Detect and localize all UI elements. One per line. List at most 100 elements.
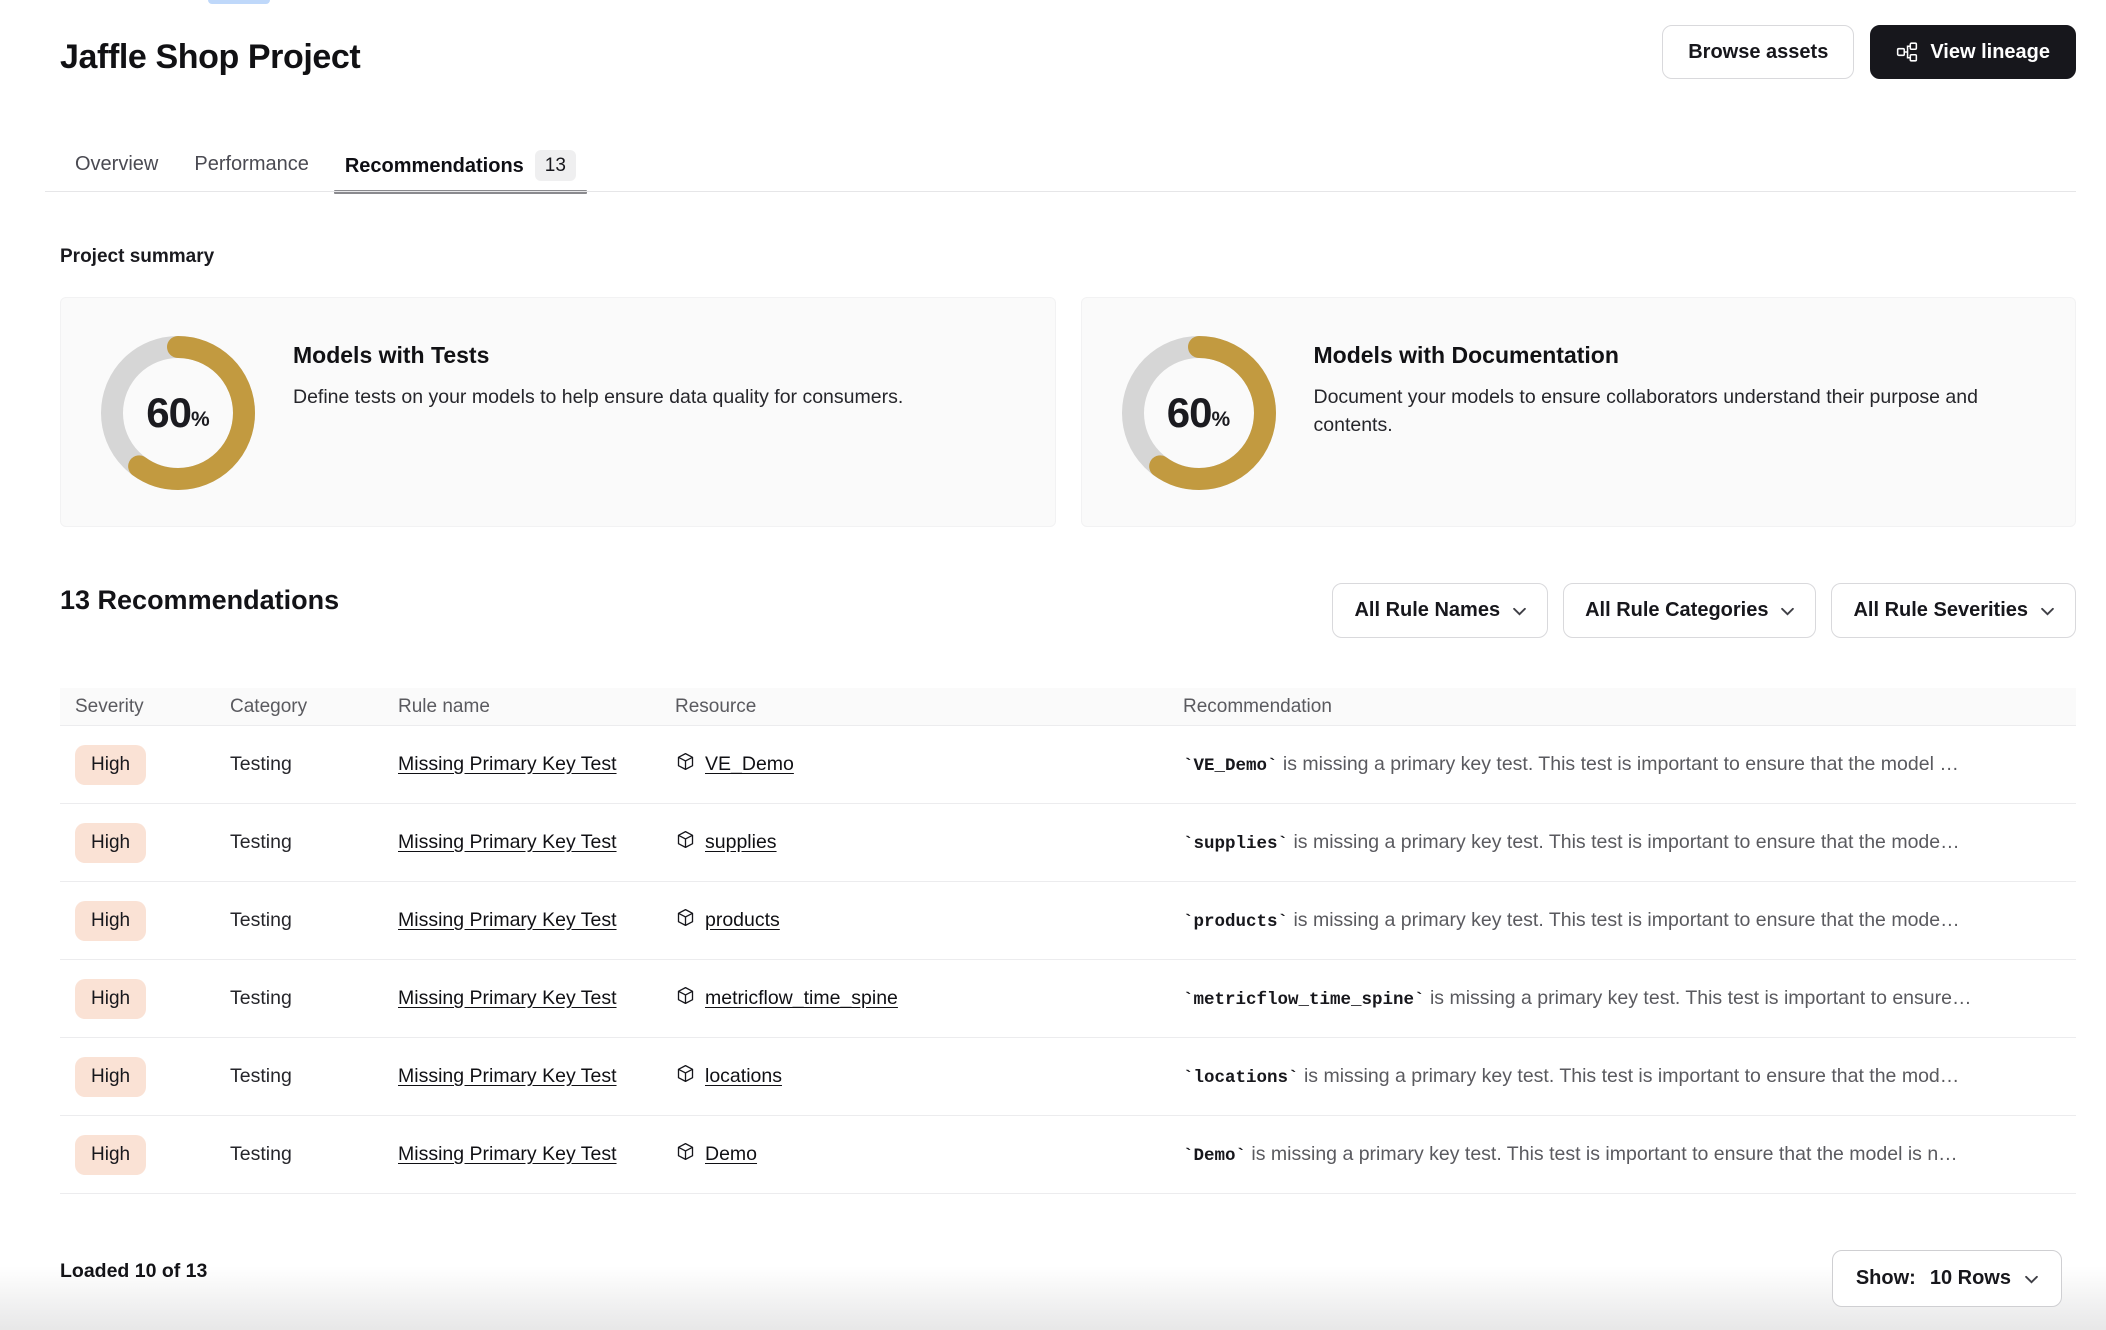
filter-rule-names-label: All Rule Names: [1354, 599, 1501, 621]
recommendation-text: is missing a primary key test. This test…: [1424, 987, 1972, 1009]
header-actions: Browse assets View lineage: [1662, 25, 2076, 79]
donut-percent-sign: %: [1211, 408, 1231, 431]
filter-rule-severities[interactable]: All Rule Severities: [1831, 583, 2076, 638]
model-cube-icon: [675, 1141, 696, 1168]
recommendation-code: `VE_Demo`: [1183, 756, 1278, 776]
recommendations-heading: 13 Recommendations: [60, 585, 340, 615]
recommendation-code: `products`: [1183, 912, 1289, 932]
column-severity: Severity: [75, 695, 144, 717]
severity-badge: High: [75, 900, 147, 941]
chevron-down-icon: [1513, 599, 1526, 622]
chevron-down-icon: [1781, 599, 1795, 622]
rule-name-link[interactable]: Missing Primary Key Test: [398, 831, 617, 853]
model-cube-icon: [675, 1063, 696, 1090]
recommendation-text: is missing a primary key test. This test…: [1288, 831, 1960, 853]
table-header: Severity Category Rule name Resource Rec…: [60, 688, 2076, 726]
chevron-down-icon: [2025, 1267, 2038, 1290]
rule-name-link[interactable]: Missing Primary Key Test: [398, 987, 617, 1009]
recommendation-code: `locations`: [1183, 1068, 1299, 1088]
recommendation-cell: `products` is missing a primary key test…: [1168, 909, 2076, 932]
donut-arc: [101, 336, 255, 490]
recommendation-cell: `Demo` is missing a primary key test. Th…: [1168, 1143, 2076, 1166]
project-summary-label: Project summary: [60, 246, 215, 267]
show-rows-label: Show:: [1855, 1267, 1916, 1289]
donut-value: 60 %: [101, 336, 255, 490]
rule-name-link[interactable]: Missing Primary Key Test: [398, 909, 617, 931]
category-cell: Testing: [230, 909, 292, 931]
resource-link[interactable]: VE_Demo: [705, 753, 794, 775]
donut-percent-sign: %: [191, 408, 210, 431]
page-title: Jaffle Shop Project: [60, 38, 361, 76]
tab-performance[interactable]: Performance: [194, 153, 309, 175]
resource-link[interactable]: supplies: [705, 831, 777, 853]
recommendation-text: is missing a primary key test. This test…: [1298, 1065, 1960, 1087]
recommendation-code: `Demo`: [1183, 1146, 1247, 1166]
recommendation-cell: `VE_Demo` is missing a primary key test.…: [1168, 753, 2076, 776]
category-cell: Testing: [230, 1143, 292, 1165]
column-recommendation: Recommendation: [1183, 695, 1332, 717]
resource-link[interactable]: Demo: [705, 1143, 758, 1165]
column-rule-name: Rule name: [398, 695, 490, 717]
show-rows-value: 10 Rows: [1929, 1267, 2011, 1289]
summary-cards: 60 % Models with Tests Define tests on y…: [60, 297, 2076, 527]
tabs-divider: [45, 191, 2076, 192]
table-row: High Testing Missing Primary Key Test VE…: [60, 726, 2076, 804]
card-description: Document your models to ensure collabora…: [1313, 386, 1978, 436]
column-category: Category: [230, 695, 308, 717]
donut-value: 60 %: [1122, 336, 1276, 490]
recommendation-text: is missing a primary key test. This test…: [1277, 753, 1959, 775]
lineage-icon: [1896, 41, 1918, 63]
category-cell: Testing: [230, 831, 292, 853]
page-header: Jaffle Shop Project Browse assets View l…: [60, 25, 2076, 79]
severity-badge: High: [75, 822, 147, 863]
show-rows-dropdown[interactable]: Show: 10 Rows: [1831, 1250, 2062, 1307]
recommendation-text: is missing a primary key test. This test…: [1288, 909, 1960, 931]
tab-recommendations-label: Recommendations: [344, 154, 524, 177]
card-models-with-tests: 60 % Models with Tests Define tests on y…: [60, 297, 1056, 527]
model-cube-icon: [675, 985, 696, 1012]
filter-rule-categories[interactable]: All Rule Categories: [1563, 583, 1817, 638]
resource-link[interactable]: products: [705, 909, 780, 931]
category-cell: Testing: [230, 987, 292, 1009]
resource-link[interactable]: metricflow_time_spine: [705, 987, 898, 1009]
filter-rule-categories-label: All Rule Categories: [1585, 599, 1769, 621]
recommendation-cell: `metricflow_time_spine` is missing a pri…: [1168, 987, 2076, 1010]
model-cube-icon: [675, 751, 696, 778]
recommendations-table: Severity Category Rule name Resource Rec…: [60, 688, 2076, 1194]
recommendation-cell: `supplies` is missing a primary key test…: [1168, 831, 2076, 854]
tab-bar: Overview Performance Recommendations 13: [75, 150, 588, 194]
chevron-down-icon: [2041, 599, 2054, 622]
severity-badge: High: [75, 1056, 147, 1097]
view-lineage-button[interactable]: View lineage: [1870, 25, 2076, 79]
browse-assets-label: Browse assets: [1688, 40, 1829, 63]
loaded-status: Loaded 10 of 13: [60, 1260, 208, 1282]
rule-name-link[interactable]: Missing Primary Key Test: [398, 1065, 617, 1087]
card-title: Models with Documentation: [1313, 342, 1619, 368]
table-row: High Testing Missing Primary Key Test pr…: [60, 882, 2076, 960]
model-cube-icon: [675, 907, 696, 934]
scroll-fade-overlay: [0, 1266, 2106, 1330]
card-models-with-documentation: 60 % Models with Documentation Document …: [1080, 297, 2076, 527]
donut-percent: 60: [146, 389, 192, 436]
rule-name-link[interactable]: Missing Primary Key Test: [398, 753, 617, 775]
browse-assets-button[interactable]: Browse assets: [1662, 25, 1855, 79]
table-row: High Testing Missing Primary Key Test De…: [60, 1116, 2076, 1194]
severity-badge: High: [75, 978, 147, 1019]
filter-rule-severities-label: All Rule Severities: [1853, 599, 2028, 621]
table-row: High Testing Missing Primary Key Test lo…: [60, 1038, 2076, 1116]
donut-arc: [1121, 336, 1276, 490]
severity-badge: High: [75, 1134, 147, 1175]
tab-overview[interactable]: Overview: [75, 153, 159, 175]
recommendation-code: `supplies`: [1183, 834, 1289, 854]
rule-name-link[interactable]: Missing Primary Key Test: [398, 1143, 617, 1165]
donut-percent: 60: [1166, 389, 1213, 436]
recommendation-text: is missing a primary key test. This test…: [1246, 1143, 1958, 1165]
resource-link[interactable]: locations: [705, 1065, 782, 1087]
filter-bar: All Rule Names All Rule Categories All R…: [1332, 583, 2076, 638]
top-accent-fragment: [208, 0, 270, 4]
tab-recommendations[interactable]: Recommendations 13: [333, 150, 588, 194]
filter-rule-names[interactable]: All Rule Names: [1332, 583, 1549, 638]
tests-donut-chart: 60 %: [101, 336, 255, 490]
table-row: High Testing Missing Primary Key Test me…: [60, 960, 2076, 1038]
card-description: Define tests on your models to help ensu…: [293, 386, 904, 408]
